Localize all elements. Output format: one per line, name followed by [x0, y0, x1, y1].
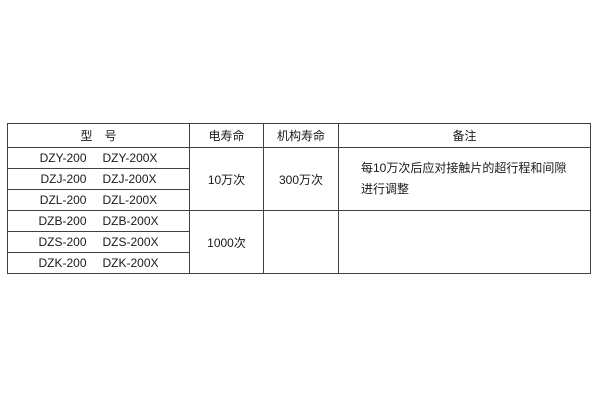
- remark-line: 进行调整: [361, 182, 410, 196]
- remarks-cell: [338, 210, 591, 274]
- model-cell: DZL-200 DZL-200X: [7, 189, 190, 211]
- mechanical-life-cell: [263, 210, 339, 274]
- model-cell: DZB-200 DZB-200X: [7, 210, 190, 232]
- model-name: DZS-200X: [102, 235, 159, 249]
- table-row: DZL-200 DZL-200X: [7, 189, 591, 211]
- table-row: DZB-200 DZB-200X 1000次: [7, 210, 591, 274]
- remarks-cell: 每10万次后应对接触片的超行程和间隙 进行调整: [338, 147, 591, 211]
- model-name: DZB-200: [38, 214, 87, 228]
- header-row: 型 号 电寿命 机构寿命 备注: [7, 123, 591, 148]
- mechanical-life-cell: 300万次: [263, 147, 339, 211]
- table-row: DZK-200 DZK-200X: [7, 252, 591, 274]
- header-model: 型 号: [7, 123, 190, 148]
- header-mechanical-life: 机构寿命: [263, 123, 339, 148]
- model-name: DZJ-200X: [102, 172, 157, 186]
- model-name: DZK-200X: [102, 256, 159, 270]
- model-pair: DZJ-200 DZJ-200X: [9, 172, 189, 186]
- remark-line: 每10万次后应对接触片的超行程和间隙: [361, 161, 567, 175]
- table-row: DZJ-200 DZJ-200X: [7, 168, 591, 190]
- model-cell: DZS-200 DZS-200X: [7, 231, 190, 253]
- model-cell: DZJ-200 DZJ-200X: [7, 168, 190, 190]
- model-pair: DZS-200 DZS-200X: [9, 235, 189, 249]
- model-name: DZY-200: [39, 151, 87, 165]
- spec-table: 型 号 电寿命 机构寿命 备注 DZY-200 DZY-200X 10万次 30…: [7, 123, 591, 274]
- header-electrical-life: 电寿命: [189, 123, 264, 148]
- model-name: DZY-200X: [102, 151, 158, 165]
- model-name: DZL-200X: [102, 193, 158, 207]
- model-pair: DZB-200 DZB-200X: [9, 214, 189, 228]
- model-name: DZL-200: [39, 193, 87, 207]
- model-cell: DZK-200 DZK-200X: [7, 252, 190, 274]
- model-cell: DZY-200 DZY-200X: [7, 147, 190, 169]
- model-name: DZK-200: [38, 256, 87, 270]
- model-name: DZB-200X: [102, 214, 159, 228]
- model-pair: DZK-200 DZK-200X: [9, 256, 189, 270]
- table-row: DZY-200 DZY-200X 10万次 300万次 每10万次后应对接触片的…: [7, 147, 591, 211]
- header-remarks: 备注: [338, 123, 591, 148]
- electrical-life-cell: 1000次: [189, 210, 264, 274]
- model-name: DZS-200: [38, 235, 87, 249]
- model-name: DZJ-200: [40, 172, 87, 186]
- electrical-life-cell: 10万次: [189, 147, 264, 211]
- model-pair: DZL-200 DZL-200X: [9, 193, 189, 207]
- model-pair: DZY-200 DZY-200X: [9, 151, 189, 165]
